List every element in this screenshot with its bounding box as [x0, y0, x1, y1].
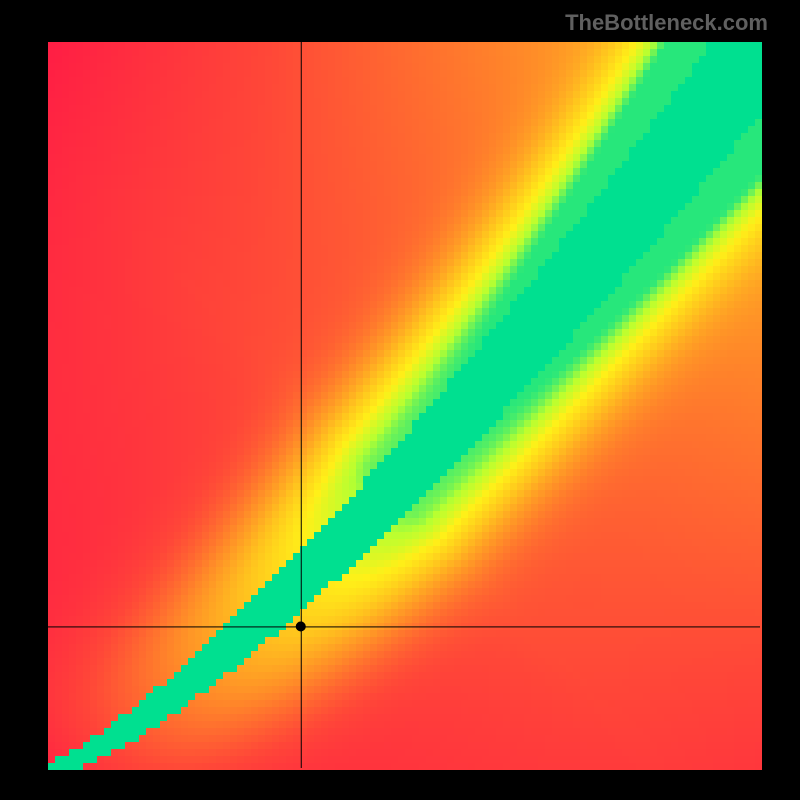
watermark-text: TheBottleneck.com [565, 10, 768, 36]
bottleneck-heatmap [0, 0, 800, 800]
chart-container: { "watermark": { "text": "TheBottleneck.… [0, 0, 800, 800]
